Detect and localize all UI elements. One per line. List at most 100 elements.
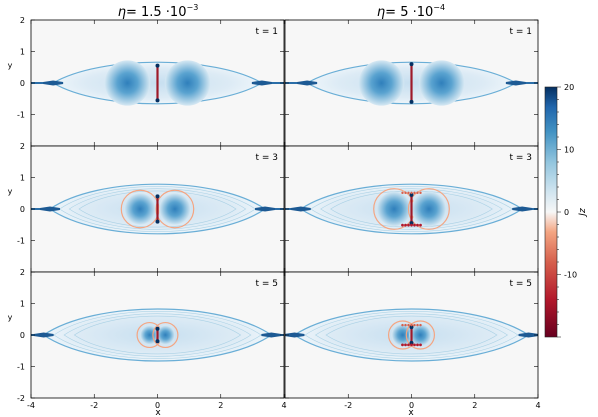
plasmoid xyxy=(416,343,419,347)
plasmoid xyxy=(413,343,416,347)
magnetic-island xyxy=(418,60,465,106)
sheet-tip xyxy=(155,63,160,68)
time-label: t = 5 xyxy=(509,279,532,289)
colorbar-ticks: 20 10 0 -10 xyxy=(557,83,577,338)
sheet-tip xyxy=(409,221,414,226)
right-x-point xyxy=(518,332,538,338)
time-label: t = 3 xyxy=(509,153,532,163)
plasmoid xyxy=(407,191,410,195)
magnetic-island xyxy=(358,60,405,106)
y-tick-label: 1 xyxy=(20,300,25,309)
magnetic-island xyxy=(155,325,175,345)
time-label: t = 3 xyxy=(255,153,278,163)
plasmoid xyxy=(401,323,404,327)
panel-0: t = 1 xyxy=(30,19,285,147)
colorbar: 20 10 0 -10 Jz xyxy=(544,83,588,338)
time-label: t = 1 xyxy=(255,27,278,37)
y-tick-label: 1 xyxy=(20,48,25,57)
time-label: t = 5 xyxy=(255,279,278,289)
left-x-point xyxy=(285,332,305,338)
island-ring xyxy=(155,189,195,229)
plasmoid xyxy=(410,343,413,347)
x-tick-label: 4 xyxy=(281,401,286,410)
sheet-tip xyxy=(155,339,160,344)
panel-2: t = 3 xyxy=(30,145,285,273)
inner-filament xyxy=(53,311,262,359)
plasmoid xyxy=(407,223,410,227)
inner-filament xyxy=(330,190,493,228)
y-tick-label: -2 xyxy=(17,394,25,403)
left-x-point xyxy=(43,80,64,86)
y-tick-label: -1 xyxy=(17,363,25,372)
panel-4: t = 5 xyxy=(30,271,285,399)
y-tick-label: 2 xyxy=(20,142,25,151)
x-tick-label: 4 xyxy=(535,401,540,410)
inner-filament xyxy=(78,190,237,228)
plasmoid xyxy=(419,323,422,327)
magnetic-island xyxy=(159,193,191,225)
sheet-tip xyxy=(409,62,414,67)
colorbar-tick-label: -10 xyxy=(564,271,577,280)
plasmoid xyxy=(407,343,410,347)
colorbar-gradient xyxy=(544,86,558,338)
left-x-point xyxy=(39,206,60,212)
magnetic-island xyxy=(124,193,156,225)
time-label: t = 1 xyxy=(509,27,532,37)
sheet-tip xyxy=(155,98,160,103)
plasmoid xyxy=(419,343,422,347)
inner-filament xyxy=(73,315,242,355)
magnetic-island xyxy=(411,191,447,227)
inner-filament xyxy=(68,188,247,230)
colorbar-tick-label: 20 xyxy=(564,83,574,92)
sheet-tip xyxy=(155,326,160,331)
column-title-0: η= 1.5 ·10−3 xyxy=(118,3,199,20)
y-axis-label: y xyxy=(8,313,13,322)
svg-text:x: x xyxy=(155,408,161,417)
x-tick-label: 2 xyxy=(218,401,223,410)
inner-filament xyxy=(315,313,508,357)
magnetic-island xyxy=(376,191,412,227)
y-tick-label: 1 xyxy=(20,174,25,183)
x-tick-label: 0 xyxy=(409,401,414,410)
right-x-point xyxy=(505,80,526,86)
plasmoid xyxy=(419,223,422,227)
inner-filament xyxy=(304,311,519,359)
right-x-point xyxy=(251,80,272,86)
y-axis-label: y xyxy=(8,61,13,70)
plasmoid xyxy=(410,323,413,327)
sheet-tip xyxy=(409,99,414,104)
inner-filament xyxy=(320,188,503,230)
x-axis-label-1: x xyxy=(408,408,414,417)
plasmoid xyxy=(410,191,413,195)
island-ring xyxy=(120,189,160,229)
plasmoid xyxy=(419,191,422,195)
panel-1: t = 1 xyxy=(284,19,539,147)
svg-text:η= 1.5 ·10−3: η= 1.5 ·10−3 xyxy=(118,3,199,20)
plasmoid xyxy=(401,343,404,347)
inner-filament xyxy=(63,313,252,357)
magnetic-island xyxy=(409,323,432,347)
plasmoid xyxy=(401,191,404,195)
panel-5: t = 5 xyxy=(284,271,539,399)
magnetic-island xyxy=(164,60,211,106)
plasmoid xyxy=(413,323,416,327)
x-tick-label: 2 xyxy=(472,401,477,410)
svg-text:x: x xyxy=(408,408,414,417)
colorbar-tick-label: 0 xyxy=(564,208,569,217)
island-ring xyxy=(407,188,450,230)
plasmoid xyxy=(410,223,413,227)
magnetic-island xyxy=(391,323,414,347)
colorbar-label: Jz xyxy=(578,208,588,218)
plasmoid xyxy=(407,323,410,327)
sheet-tip xyxy=(155,219,160,224)
inner-filament xyxy=(325,315,498,355)
y-axis-label: y xyxy=(8,187,13,196)
plasmoid xyxy=(416,223,419,227)
y-tick-label: 0 xyxy=(20,205,25,214)
plasmoid xyxy=(416,323,419,327)
colorbar-tick-label: 10 xyxy=(564,146,574,155)
y-tick-label: -1 xyxy=(17,111,25,120)
sheet-tip xyxy=(155,194,160,199)
plasmoid xyxy=(404,323,407,327)
